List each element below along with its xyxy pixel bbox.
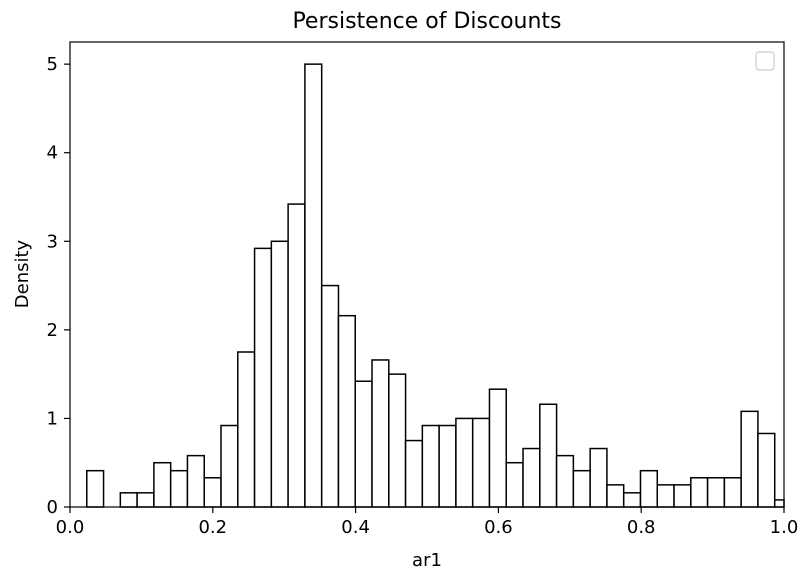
histogram-bar [773,499,785,508]
chart-title: Persistence of Discounts [292,9,561,34]
histogram-bar [237,351,256,508]
x-tick-label: 0.0 [56,517,85,538]
bars-group [86,63,785,508]
histogram-bar [270,240,289,508]
histogram-bar [203,477,222,508]
histogram-bar [337,314,356,508]
histogram-bar [740,410,759,508]
histogram-bar [589,447,608,508]
histogram-bar [153,461,172,508]
histogram-bar [253,247,273,508]
x-tick-label: 0.2 [198,517,227,538]
y-axis-label: Density [12,239,33,308]
histogram-bar [505,461,524,508]
x-tick-label: 0.6 [484,517,513,538]
x-axis-label: ar1 [412,550,442,571]
histogram-bar [371,359,390,508]
y-axis: 0 1 2 3 4 5 [47,54,70,518]
histogram-bar [690,477,709,508]
histogram-bar [522,447,541,508]
x-tick-label: 0.4 [341,517,370,538]
histogram-bar [471,417,491,508]
histogram-bar [388,373,407,508]
y-tick-label: 2 [47,320,58,341]
x-tick-label: 1.0 [770,517,799,538]
y-tick-label: 1 [47,408,58,429]
histogram-bar [622,492,642,508]
histogram-bar [656,484,675,508]
x-tick-label: 0.8 [627,517,656,538]
y-tick-label: 4 [47,143,58,164]
histogram-bar [119,492,138,508]
histogram-bar [723,477,742,508]
histogram-bar [606,484,625,508]
x-axis: 0.0 0.2 0.4 0.6 0.8 1.0 [56,507,799,538]
histogram-bar [136,492,155,508]
plot-frame [69,41,785,508]
histogram-bar [220,424,239,508]
histogram-bar [639,469,659,508]
histogram-bar [421,424,440,508]
histogram-bar [86,469,105,508]
histogram-bar [488,388,508,508]
histogram-bar [572,469,591,508]
histogram-bar [539,403,558,508]
y-tick-label: 0 [47,497,58,518]
histogram-bar [706,477,726,508]
y-tick-label: 5 [47,54,58,75]
y-tick-label: 3 [47,231,58,252]
histogram-bar [404,439,424,508]
histogram-bar [438,424,457,508]
histogram-bar [673,484,692,508]
histogram-bar [354,380,373,508]
histogram-bar [304,63,323,508]
histogram-bar [555,454,575,508]
histogram-bar [455,417,474,508]
histogram-bar [169,469,189,508]
legend-box [755,51,775,71]
histogram-bar [287,203,306,508]
histogram-bar [757,432,776,508]
histogram-bar [186,454,205,508]
histogram-bar [320,284,340,508]
